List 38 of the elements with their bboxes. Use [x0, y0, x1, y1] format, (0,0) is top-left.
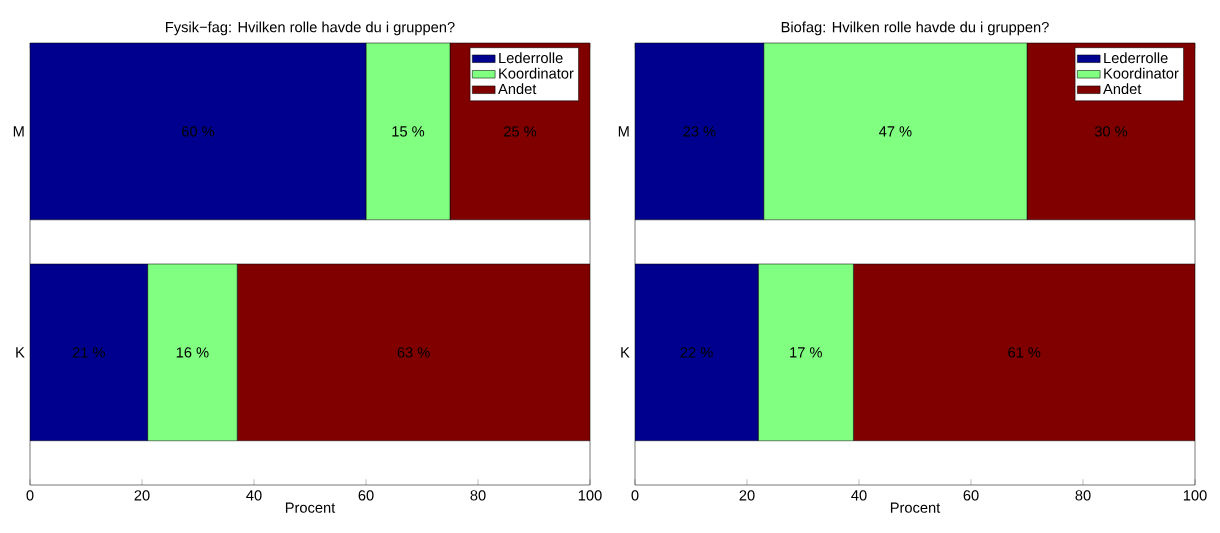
- x-tick-label: 80: [470, 490, 486, 501]
- x-tick-label: 40: [246, 490, 262, 501]
- chart-title: Biofag: Hvilken rolle havde du i gruppen?: [781, 21, 1049, 36]
- data-label: 21 %: [72, 347, 105, 358]
- data-label: 16 %: [176, 347, 209, 358]
- x-tick-label: 40: [851, 490, 867, 501]
- legend-label: Koordinator: [499, 67, 574, 79]
- data-label: 23 %: [683, 126, 716, 137]
- data-label: 15 %: [392, 126, 425, 137]
- y-tick-label: K: [16, 347, 25, 358]
- x-tick-label: 20: [134, 490, 150, 501]
- x-tick-label: 60: [358, 490, 374, 501]
- legend-label: Andet: [1103, 83, 1142, 95]
- legend-label: Koordinator: [1104, 67, 1179, 79]
- x-tick-label: 80: [1075, 490, 1091, 501]
- legend-label: Lederrolle: [1104, 52, 1168, 64]
- x-tick-label: 0: [631, 490, 639, 501]
- data-label: 25 %: [504, 126, 537, 137]
- data-label: 60 %: [182, 126, 215, 137]
- legend-label: Andet: [498, 83, 537, 95]
- data-label: 30 %: [1094, 126, 1128, 137]
- x-tick-label: 100: [578, 490, 602, 501]
- x-axis-title: Procent: [890, 502, 941, 513]
- data-label: 17 %: [790, 347, 822, 358]
- y-tick-label: K: [621, 347, 630, 358]
- data-label: 47 %: [879, 126, 912, 137]
- y-tick-label: M: [618, 126, 629, 137]
- legend-label: Lederrolle: [499, 52, 563, 64]
- x-tick-label: 100: [1183, 490, 1207, 501]
- data-label: 22 %: [680, 347, 713, 358]
- data-label: 63 %: [397, 347, 430, 358]
- chart-title: Fysik−fag: Hvilken rolle havde du i gruppen?: [166, 21, 455, 36]
- x-axis-title: Procent: [285, 502, 336, 513]
- y-tick-label: M: [13, 126, 24, 137]
- x-tick-label: 0: [26, 490, 34, 501]
- x-tick-label: 60: [963, 490, 979, 501]
- x-tick-label: 20: [739, 490, 755, 501]
- data-label: 61 %: [1008, 347, 1041, 358]
